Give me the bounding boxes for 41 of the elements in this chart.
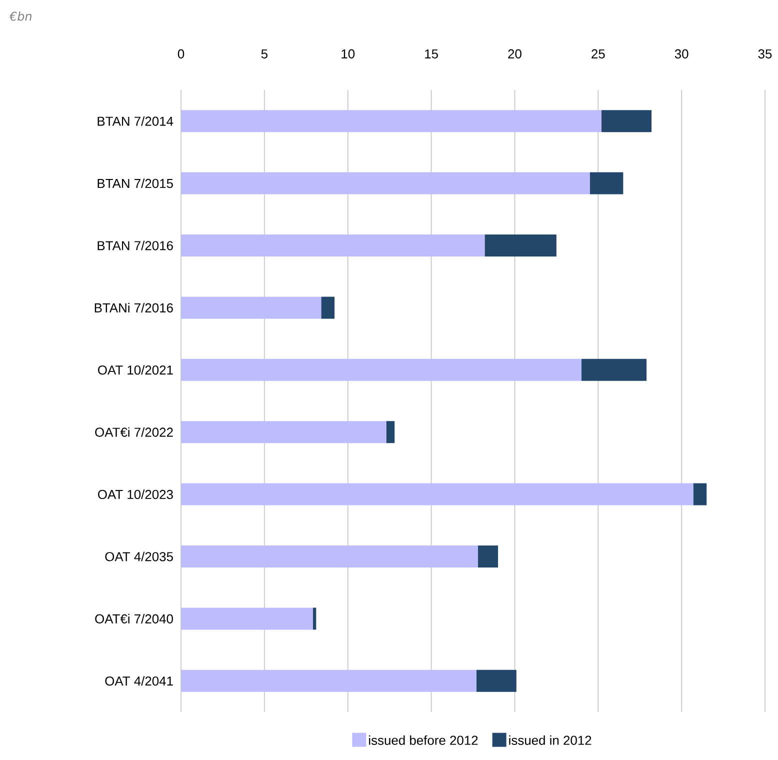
y-tick-label: OAT€i 7/2040 xyxy=(95,614,173,624)
bar xyxy=(484,234,556,256)
bar xyxy=(181,608,313,630)
legend-label: issued before 2012 xyxy=(369,735,478,745)
y-tick-label: OAT 4/2041 xyxy=(105,676,173,686)
text: €bn xyxy=(9,12,32,21)
bar xyxy=(181,358,582,381)
x-tick-label: 0 xyxy=(178,49,184,58)
bar xyxy=(181,421,386,444)
bar xyxy=(581,358,647,381)
y-tick-label: BTAN 7/2015 xyxy=(98,178,173,188)
bar xyxy=(312,608,316,630)
bar xyxy=(386,421,395,444)
legend-label: issued in 2012 xyxy=(509,735,592,745)
x-tick-label: 35 xyxy=(758,49,772,58)
bar xyxy=(590,172,624,194)
y-tick-label: OAT 4/2035 xyxy=(105,552,173,562)
y-tick-label: OAT 10/2021 xyxy=(98,365,173,375)
x-tick-label: 20 xyxy=(508,49,522,58)
bar xyxy=(181,172,590,194)
y-tick-label: BTANi 7/2016 xyxy=(94,302,173,312)
x-tick-label: 30 xyxy=(674,49,688,58)
x-tick-label: 25 xyxy=(592,49,605,58)
y-tick-label: BTAN 7/2014 xyxy=(98,116,174,126)
y-tick-label: OAT 10/2023 xyxy=(98,490,173,500)
bar xyxy=(321,296,335,319)
bar xyxy=(478,545,498,568)
bar xyxy=(181,545,478,568)
x-tick-label: 15 xyxy=(425,49,438,58)
bar xyxy=(181,483,694,506)
bar xyxy=(601,110,652,132)
bar xyxy=(181,234,485,256)
bar xyxy=(476,670,516,692)
bar xyxy=(181,670,476,692)
bar xyxy=(181,296,322,319)
bar xyxy=(181,110,602,132)
x-tick-label: 5 xyxy=(261,49,268,58)
y-tick-label: OAT€i 7/2022 xyxy=(95,427,173,437)
x-tick-label: 10 xyxy=(342,49,355,58)
y-tick-label: BTAN 7/2016 xyxy=(98,240,173,250)
bar xyxy=(693,483,707,506)
